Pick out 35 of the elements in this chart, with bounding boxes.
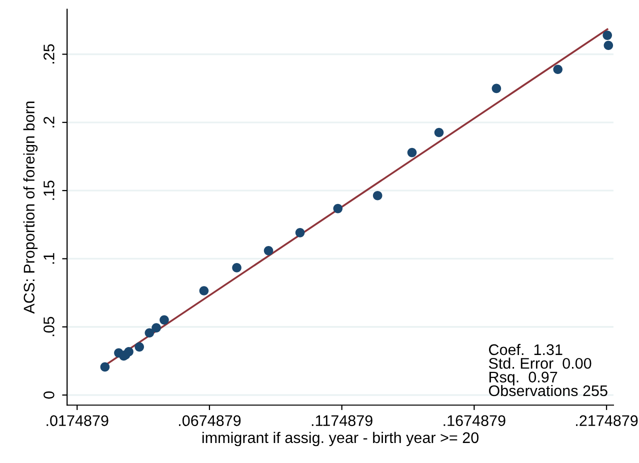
- point: [295, 228, 305, 238]
- point: [434, 128, 444, 138]
- y-tick-label: .2: [44, 116, 54, 128]
- y-tick-label: .1: [44, 253, 54, 264]
- annotation: Rsq. 0.97: [489, 372, 558, 386]
- x-tick-label: .0674879: [179, 415, 241, 426]
- point: [604, 40, 614, 50]
- annotation: Observations 255: [488, 384, 608, 396]
- point: [124, 347, 134, 356]
- x-tick-label: .1674879: [444, 415, 506, 426]
- y-tick-label: 0: [44, 391, 54, 399]
- annotation: Coef. 1.31: [489, 344, 562, 356]
- point: [492, 84, 502, 94]
- annotation: Std. Error 0.00: [488, 358, 592, 369]
- point: [144, 328, 154, 338]
- point: [372, 190, 382, 200]
- point: [199, 286, 209, 296]
- point: [407, 148, 417, 158]
- y-axis-title: ACS: Proportion of foreign born: [23, 102, 38, 314]
- point: [160, 315, 169, 325]
- point: [152, 323, 161, 332]
- x-tick-label: .0174879: [46, 415, 108, 426]
- point: [333, 204, 343, 214]
- point: [264, 246, 274, 256]
- point: [100, 362, 110, 372]
- point: [232, 263, 242, 272]
- point: [553, 64, 563, 74]
- y-tick-label: .15: [44, 180, 54, 200]
- x-tick-label: .1174879: [312, 415, 372, 426]
- x-tick-label: .2174879: [576, 415, 638, 426]
- point: [134, 342, 144, 352]
- y-tick-label: .25: [44, 44, 54, 64]
- point: [602, 30, 612, 40]
- y-tick-label: .05: [44, 316, 54, 336]
- x-axis-title: immigrant if assig. year - birth year >= 20: [202, 432, 479, 446]
